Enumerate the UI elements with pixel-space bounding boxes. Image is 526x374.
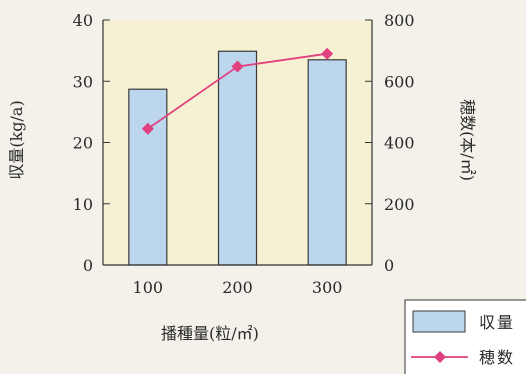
y-tick-label-20: 20 [73,134,93,153]
x-tick-label-300: 300 [312,278,343,297]
y2-tick-label-0: 0 [384,256,394,275]
x-axis-title: 播種量(粒/㎡) [161,324,259,343]
y2-tick-label-400: 400 [384,134,415,153]
legend: 収量 穂数 [405,300,526,374]
y-tick-label-40: 40 [73,11,93,30]
y2-tick-label-600: 600 [384,72,415,91]
y-tick-label-10: 10 [73,195,93,214]
bar-100 [129,89,167,265]
y-axis-title: 収量(kg/a) [7,100,26,179]
y2-axis-title: 穂数(本/㎡) [458,99,477,181]
legend-label-ears: 穂数 [479,348,515,367]
y2-tick-label-800: 800 [384,11,415,30]
y-tick-label-0: 0 [83,256,93,275]
x-tick-label-200: 200 [222,278,253,297]
bar-300 [308,60,346,265]
x-tick-label-100: 100 [133,278,164,297]
bar-200 [219,51,257,265]
legend-label-yield: 収量 [479,313,515,332]
y-tick-label-30: 30 [73,72,93,91]
y2-tick-label-200: 200 [384,195,415,214]
legend-swatch-yield [413,311,465,332]
